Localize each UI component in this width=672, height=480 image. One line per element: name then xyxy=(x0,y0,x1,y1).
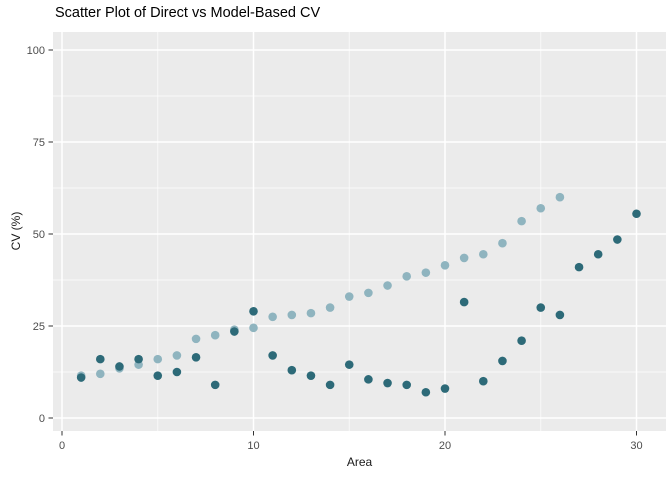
y-tick-label: 0 xyxy=(39,413,45,425)
data-point-direct-cv xyxy=(498,356,507,366)
data-point-direct-cv xyxy=(249,306,258,316)
data-point-direct-cv xyxy=(268,351,277,360)
data-point-model-based-cv xyxy=(517,216,526,226)
data-point-model-based-cv xyxy=(249,323,258,333)
plot-title: Scatter Plot of Direct vs Model-Based CV xyxy=(55,5,321,21)
data-point-model-based-cv xyxy=(210,330,220,340)
data-point-model-based-cv xyxy=(479,249,488,259)
data-point-model-based-cv xyxy=(96,369,105,379)
x-axis-title: Area xyxy=(346,455,373,469)
y-tick-label: 50 xyxy=(33,229,45,241)
data-point-model-based-cv xyxy=(325,303,335,312)
x-tick-label: 20 xyxy=(439,440,451,452)
data-point-direct-cv xyxy=(402,380,412,390)
y-axis-title: CV (%) xyxy=(9,211,23,251)
data-point-direct-cv xyxy=(574,262,584,272)
plot-panel xyxy=(53,32,666,431)
data-point-model-based-cv xyxy=(536,203,546,213)
data-point-direct-cv xyxy=(555,310,565,320)
data-point-model-based-cv xyxy=(383,281,392,290)
data-point-model-based-cv xyxy=(287,310,297,320)
data-point-model-based-cv xyxy=(344,292,354,301)
data-point-direct-cv xyxy=(632,209,641,219)
data-point-direct-cv xyxy=(230,327,239,336)
x-tick-label: 30 xyxy=(630,440,642,452)
data-point-direct-cv xyxy=(383,378,392,388)
data-point-model-based-cv xyxy=(440,260,450,270)
data-point-direct-cv xyxy=(191,352,201,362)
data-point-direct-cv xyxy=(536,303,546,312)
data-point-direct-cv xyxy=(115,362,124,371)
data-point-direct-cv xyxy=(459,297,469,307)
data-point-direct-cv xyxy=(613,235,622,244)
data-point-model-based-cv xyxy=(364,288,373,298)
x-tick-label: 0 xyxy=(59,440,65,452)
data-point-model-based-cv xyxy=(191,334,201,344)
data-point-direct-cv xyxy=(517,336,526,346)
data-point-direct-cv xyxy=(153,371,163,380)
y-tick-label: 100 xyxy=(27,45,45,57)
data-point-direct-cv xyxy=(593,249,603,259)
data-point-model-based-cv xyxy=(153,354,163,364)
data-point-model-based-cv xyxy=(306,308,316,318)
data-point-direct-cv xyxy=(134,354,143,364)
data-point-model-based-cv xyxy=(172,351,182,360)
data-point-model-based-cv xyxy=(268,312,277,322)
data-point-direct-cv xyxy=(172,367,182,377)
data-point-direct-cv xyxy=(287,365,297,375)
data-point-direct-cv xyxy=(479,376,488,386)
y-tick-label: 75 xyxy=(33,137,45,149)
data-point-direct-cv xyxy=(344,360,354,369)
data-point-model-based-cv xyxy=(498,238,507,248)
x-tick-label: 10 xyxy=(247,440,259,452)
data-point-direct-cv xyxy=(421,387,431,397)
data-point-direct-cv xyxy=(440,384,450,393)
data-point-direct-cv xyxy=(76,373,86,382)
data-point-model-based-cv xyxy=(421,268,431,277)
data-point-model-based-cv xyxy=(402,272,412,281)
data-point-direct-cv xyxy=(364,375,373,384)
data-point-model-based-cv xyxy=(459,253,469,263)
data-point-direct-cv xyxy=(325,380,335,390)
data-point-direct-cv xyxy=(210,380,220,390)
y-tick-label: 25 xyxy=(33,321,45,333)
data-point-direct-cv xyxy=(306,371,316,380)
data-point-direct-cv xyxy=(96,354,105,364)
data-point-model-based-cv xyxy=(555,192,565,202)
